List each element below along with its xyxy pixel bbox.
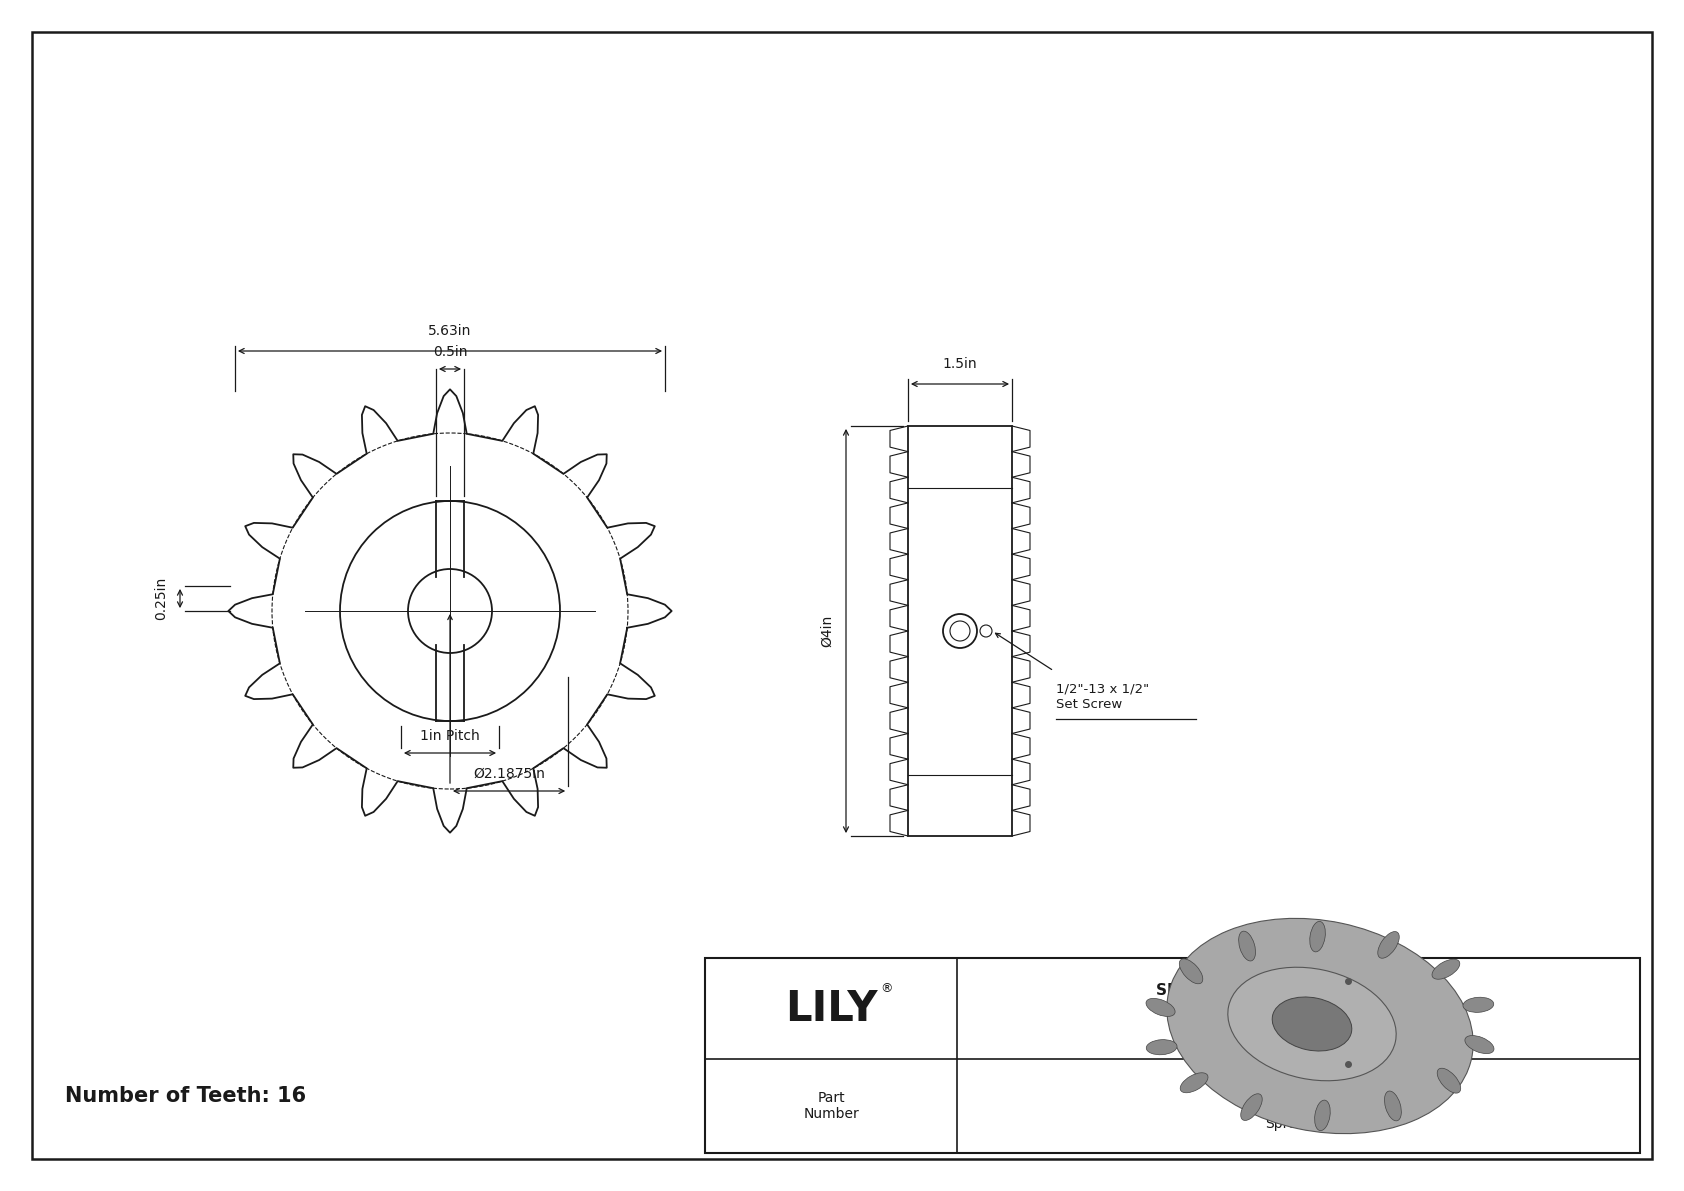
Text: LILY: LILY (785, 987, 877, 1030)
Text: Sprockets: Sprockets (1265, 1117, 1332, 1131)
Text: Ø2.1875in: Ø2.1875in (473, 767, 546, 781)
Ellipse shape (1179, 959, 1202, 984)
Text: Email: lilybearing@lily-bearing.com: Email: lilybearing@lily-bearing.com (1187, 1021, 1410, 1034)
Ellipse shape (1465, 1035, 1494, 1054)
Text: 1in Pitch: 1in Pitch (419, 729, 480, 743)
Text: Part
Number: Part Number (803, 1091, 859, 1121)
Text: 1.5in: 1.5in (943, 357, 977, 372)
Ellipse shape (1431, 959, 1460, 979)
Text: 0.25in: 0.25in (153, 576, 168, 621)
Bar (706, 958, 1640, 1153)
Text: Number of Teeth: 16: Number of Teeth: 16 (66, 1086, 306, 1106)
Ellipse shape (1167, 918, 1474, 1134)
Bar (908, 426, 1012, 836)
Ellipse shape (1239, 931, 1256, 961)
Ellipse shape (1384, 1091, 1401, 1121)
Ellipse shape (1436, 1068, 1460, 1093)
Ellipse shape (1271, 997, 1352, 1050)
Text: Ø4in: Ø4in (820, 615, 834, 647)
Ellipse shape (1228, 967, 1396, 1080)
Ellipse shape (1315, 1100, 1330, 1130)
Ellipse shape (1147, 1040, 1177, 1055)
Ellipse shape (1463, 997, 1494, 1012)
Ellipse shape (1378, 931, 1399, 959)
Ellipse shape (1310, 922, 1325, 952)
Text: SHANGHAI LILY BEARING LIMITED: SHANGHAI LILY BEARING LIMITED (1155, 984, 1442, 998)
Text: ®: ® (881, 983, 893, 996)
Text: 1/2"-13 x 1/2"
Set Screw: 1/2"-13 x 1/2" Set Screw (1056, 682, 1148, 711)
Ellipse shape (1180, 1073, 1207, 1093)
Ellipse shape (1147, 998, 1175, 1016)
Text: 0.5in: 0.5in (433, 345, 466, 358)
Ellipse shape (1241, 1093, 1263, 1121)
Text: 5.63in: 5.63in (428, 324, 472, 338)
Text: CFAATCAE: CFAATCAE (1248, 1077, 1349, 1096)
